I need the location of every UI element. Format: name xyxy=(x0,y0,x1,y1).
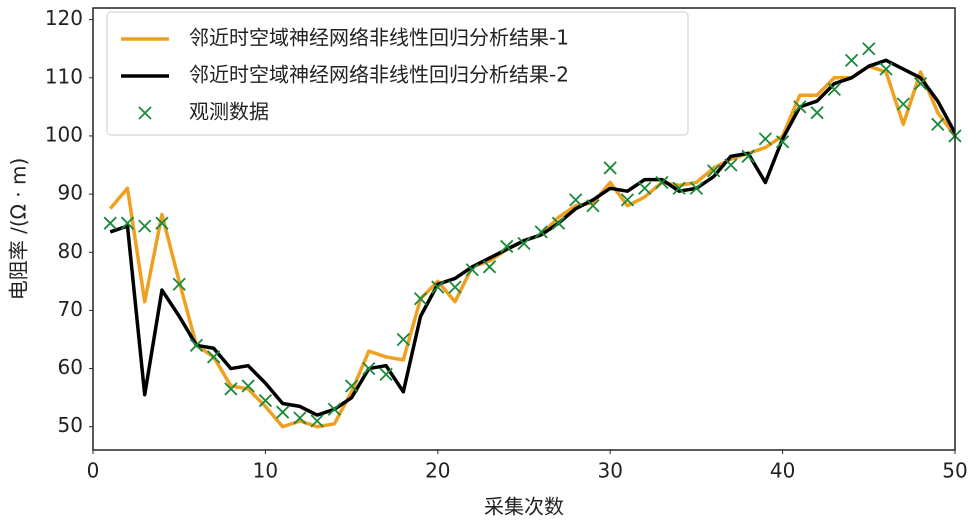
scatter-point xyxy=(569,193,583,207)
scatter-point xyxy=(155,216,169,230)
x-tick-label: 30 xyxy=(597,459,622,483)
scatter-point xyxy=(224,382,238,396)
scatter-point xyxy=(172,277,186,291)
scatter-point xyxy=(638,181,652,195)
legend-label: 邻近时空域神经网络非线性回归分析结果-2 xyxy=(189,63,569,87)
scatter-point xyxy=(448,280,462,294)
scatter-point xyxy=(793,100,807,114)
scatter-point xyxy=(844,53,859,67)
scatter-point xyxy=(482,260,497,274)
x-tick-label: 0 xyxy=(87,459,100,483)
scatter-point xyxy=(672,181,686,195)
y-tick-label: 100 xyxy=(45,122,83,146)
y-tick-label: 110 xyxy=(45,64,83,88)
scatter-point xyxy=(276,405,290,419)
scatter-point xyxy=(603,161,617,175)
scatter-point xyxy=(120,216,135,230)
scatter-point xyxy=(241,379,255,393)
y-tick-label: 80 xyxy=(58,239,83,263)
scatter-point xyxy=(500,239,514,254)
legend-marker xyxy=(138,106,152,120)
line-series xyxy=(109,58,955,417)
scatter-point xyxy=(207,350,221,364)
scatter-point xyxy=(862,42,876,56)
scatter-point xyxy=(827,82,841,97)
scatter-point xyxy=(707,164,721,178)
plot-frame xyxy=(92,7,956,451)
scatter-point xyxy=(103,216,117,230)
scatter-point xyxy=(413,292,428,306)
scatter-point xyxy=(551,216,566,230)
scatter-point xyxy=(810,106,824,120)
scatter-point xyxy=(655,175,669,190)
scatter-point xyxy=(362,361,376,376)
scatter-point xyxy=(931,117,945,131)
y-tick-label: 120 xyxy=(45,6,83,30)
y-tick-label: 70 xyxy=(58,297,83,321)
scatter-point xyxy=(517,236,531,251)
x-axis-label: 采集次数 xyxy=(484,495,564,519)
scatter-point xyxy=(775,135,790,149)
scatter-point xyxy=(310,414,324,428)
scatter-point xyxy=(189,338,204,352)
scatter-point xyxy=(586,199,600,213)
scatter-point xyxy=(344,379,359,393)
scatter-point xyxy=(258,393,273,408)
x-tick-label: 20 xyxy=(425,459,450,483)
legend-box xyxy=(106,11,689,136)
scatter-point xyxy=(534,225,548,239)
scatter-point xyxy=(293,411,307,425)
legend-label: 观测数据 xyxy=(189,100,269,124)
scatter-point xyxy=(689,181,704,195)
x-tick-label: 10 xyxy=(253,459,278,483)
scatter-point xyxy=(379,367,393,382)
scatter-point xyxy=(396,332,410,347)
scatter-point xyxy=(620,193,635,207)
scatter-point xyxy=(465,263,479,277)
y-tick-label: 50 xyxy=(58,413,83,437)
scatter-point xyxy=(741,149,755,163)
scatter-point xyxy=(431,280,445,294)
scatter-point xyxy=(138,219,152,233)
x-tick-label: 50 xyxy=(942,459,967,483)
x-tick-label: 40 xyxy=(770,459,795,483)
scatter-point xyxy=(913,76,928,91)
legend-label: 邻近时空域神经网络非线性回归分析结果-1 xyxy=(189,26,569,50)
scatter-point xyxy=(327,402,341,416)
scatter-point xyxy=(896,97,910,111)
scatter-point xyxy=(879,62,893,76)
scatter-point xyxy=(724,158,738,172)
y-axis-label: 电阻率 /(Ω · m) xyxy=(7,158,31,301)
scatter-point xyxy=(758,132,772,146)
y-tick-label: 90 xyxy=(58,181,83,205)
y-tick-label: 60 xyxy=(58,355,83,379)
